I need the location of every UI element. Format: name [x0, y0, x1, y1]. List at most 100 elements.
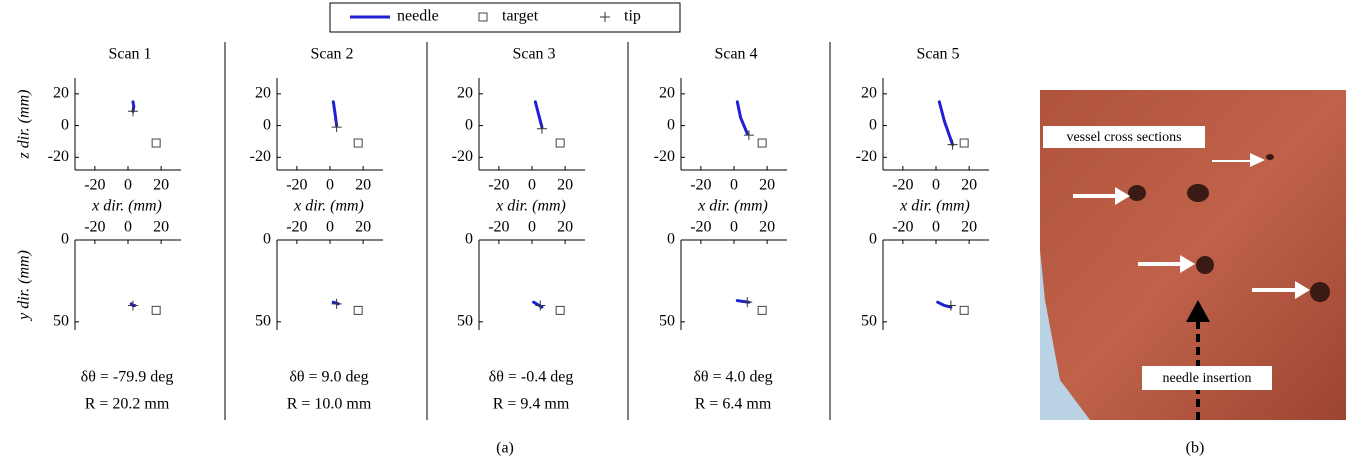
y-tick-label: 0: [869, 116, 877, 133]
y-tick-label: 20: [659, 85, 675, 102]
y-tick-label: 0: [667, 231, 675, 248]
x-tick-label: -20: [84, 177, 105, 194]
y-tick-label: 50: [457, 312, 473, 329]
x-axis-label: x dir. (mm): [495, 198, 566, 215]
tip-marker: [743, 130, 754, 141]
x-tick-label: -20: [488, 219, 509, 236]
tip-marker: [945, 300, 956, 311]
y-tick-label: 50: [659, 312, 675, 329]
y-tick-label: 0: [61, 231, 69, 248]
x-tick-label: 20: [355, 219, 371, 236]
legend-label: target: [502, 8, 539, 25]
y-tick-label: 0: [465, 116, 473, 133]
x-tick-label: -20: [690, 219, 711, 236]
x-tick-label: -20: [286, 177, 307, 194]
x-tick-label: 0: [730, 177, 738, 194]
vessel: [1187, 184, 1209, 202]
x-tick-label: 0: [124, 177, 132, 194]
x-tick-label: 20: [153, 219, 169, 236]
target-marker: [959, 305, 969, 315]
x-tick-label: 0: [326, 177, 334, 194]
y-tick-label: 50: [255, 312, 271, 329]
target-marker: [478, 12, 488, 22]
annotation: R = 6.4 mm: [695, 396, 772, 413]
annotation: δθ = -0.4 deg: [489, 369, 574, 386]
x-tick-label: -20: [84, 219, 105, 236]
y-tick-label: -20: [856, 148, 877, 165]
annotation: R = 20.2 mm: [85, 396, 170, 413]
figure-label: (a): [496, 440, 514, 457]
tip-marker: [742, 297, 753, 308]
vessel: [1128, 185, 1146, 201]
y-tick-label: 50: [861, 312, 877, 329]
y-tick-label: -20: [452, 148, 473, 165]
photo: vessel cross sections needle insertion: [1040, 90, 1346, 420]
tip-marker: [127, 106, 138, 117]
target-marker: [757, 138, 767, 148]
x-tick-label: 20: [961, 219, 977, 236]
x-tick-label: 20: [759, 177, 775, 194]
y-tick-label: 20: [53, 85, 69, 102]
y-tick-label: 0: [869, 231, 877, 248]
x-axis-label: x dir. (mm): [899, 198, 970, 215]
target-marker: [757, 305, 767, 315]
x-axis-label: x dir. (mm): [293, 198, 364, 215]
target-marker: [151, 305, 161, 315]
x-tick-label: 0: [932, 219, 940, 236]
y-tick-label: -20: [654, 148, 675, 165]
x-tick-label: -20: [286, 219, 307, 236]
tip-marker: [536, 123, 547, 134]
vessel: [1310, 282, 1330, 302]
y-tick-label: 50: [53, 312, 69, 329]
x-tick-label: 0: [528, 177, 536, 194]
needle-path: [331, 100, 339, 128]
y-axis-label: y dir. (mm): [16, 250, 33, 322]
target-marker: [151, 138, 161, 148]
x-tick-label: 0: [932, 177, 940, 194]
arrows: [1073, 153, 1310, 299]
vessel: [1196, 256, 1214, 274]
x-tick-label: -20: [488, 177, 509, 194]
x-tick-label: 20: [759, 219, 775, 236]
target-marker: [555, 138, 565, 148]
x-tick-label: 20: [557, 219, 573, 236]
x-tick-label: 0: [124, 219, 132, 236]
photo-label: needle insertion: [1162, 371, 1251, 386]
x-tick-label: 20: [961, 177, 977, 194]
annotation: δθ = 9.0 deg: [289, 369, 368, 386]
chart-title: Scan 2: [310, 46, 353, 63]
y-axis-label: z dir. (mm): [16, 90, 33, 160]
needle-path: [533, 100, 544, 129]
target-marker: [555, 305, 565, 315]
tip-marker: [331, 122, 342, 133]
chart-title: Scan 1: [108, 46, 151, 63]
tissue: [1040, 90, 1346, 420]
legend-label: tip: [624, 8, 641, 25]
tip-marker: [331, 298, 342, 309]
target-marker: [353, 305, 363, 315]
tip-marker: [947, 139, 958, 150]
target-marker: [959, 138, 969, 148]
chart-title: Scan 4: [714, 46, 757, 63]
photo-label: vessel cross sections: [1066, 130, 1181, 145]
y-tick-label: -20: [250, 148, 271, 165]
x-tick-label: 0: [730, 219, 738, 236]
annotation: R = 10.0 mm: [287, 396, 372, 413]
legend-label: needle: [397, 8, 439, 25]
annotation: δθ = 4.0 deg: [693, 369, 772, 386]
label-box: [1043, 126, 1205, 148]
annotation: R = 9.4 mm: [493, 396, 570, 413]
annotation: δθ = -79.9 deg: [81, 369, 174, 386]
y-tick-label: 0: [263, 116, 271, 133]
tip-marker: [535, 300, 546, 311]
insertion-arrowhead: [1186, 300, 1210, 322]
x-tick-label: 0: [326, 219, 334, 236]
y-tick-label: 20: [861, 85, 877, 102]
y-tick-label: 0: [465, 231, 473, 248]
figure-label: (b): [1186, 440, 1205, 457]
x-tick-label: 20: [153, 177, 169, 194]
tip-marker: [600, 12, 610, 22]
x-axis-label: x dir. (mm): [697, 198, 768, 215]
